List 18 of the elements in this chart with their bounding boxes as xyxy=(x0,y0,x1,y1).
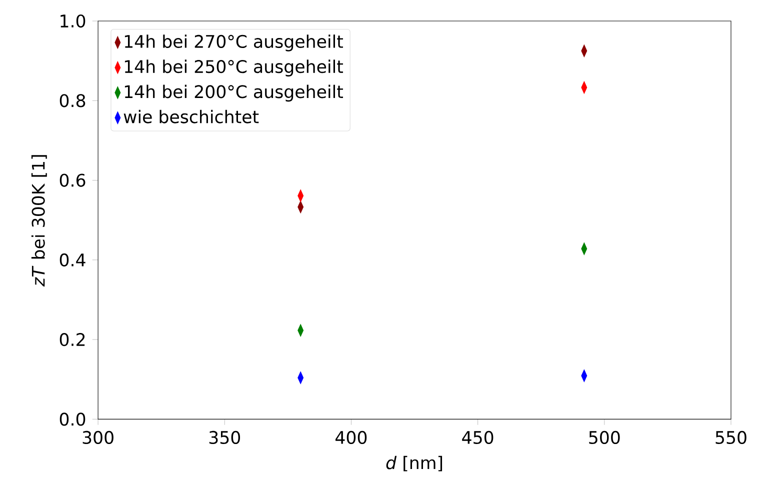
legend-label: wie beschichtet xyxy=(124,110,259,124)
legend-label: 14h bei 250°C ausgeheilt xyxy=(124,60,343,76)
y-tick-label: 0.2 xyxy=(60,332,85,346)
x-tick-label: 300 xyxy=(82,430,114,444)
y-tick-label: 1.0 xyxy=(60,14,86,28)
x-tick-label: 550 xyxy=(716,430,746,444)
y-tick-label: 0.6 xyxy=(60,174,86,187)
y-tick-label: 0.8 xyxy=(60,94,86,108)
x-tick-label: 500 xyxy=(589,430,620,444)
legend-label: 14h bei 270°C ausgeheilt xyxy=(124,34,343,52)
y-tick-label: 0.0 xyxy=(60,412,86,426)
x-tick-label: 400 xyxy=(336,430,367,444)
x-axis-title: d [nm] xyxy=(386,456,442,472)
x-tick-label: 450 xyxy=(462,430,494,444)
x-tick-label: 350 xyxy=(209,430,240,444)
y-axis-title: zT bei 300K [1] xyxy=(31,155,47,286)
legend-label: 14h bei 200°C ausgeheilt xyxy=(124,84,343,102)
y-tick-label: 0.4 xyxy=(60,253,86,266)
